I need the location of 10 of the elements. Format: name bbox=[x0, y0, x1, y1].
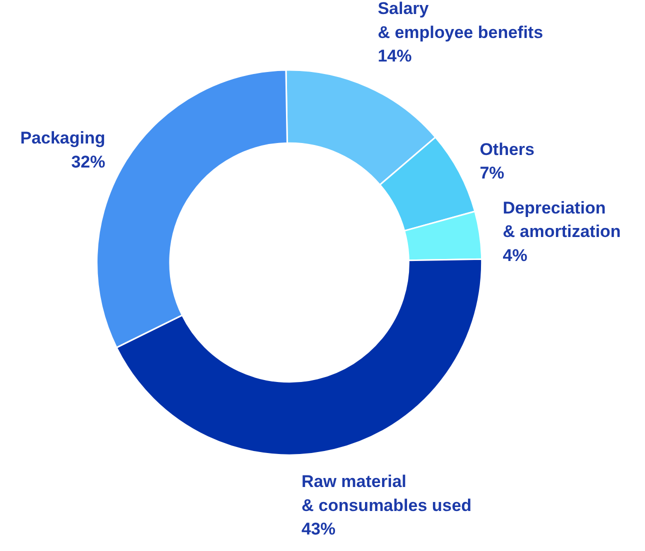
data-label: 32% bbox=[71, 152, 106, 172]
slice-label: Depreciation & amortization bbox=[502, 198, 621, 242]
slice-label: Others bbox=[480, 140, 535, 159]
slice-label: Raw material & consumables used bbox=[302, 472, 472, 515]
data-label: 14% bbox=[378, 46, 412, 66]
slice-label: Salary & employee benefits bbox=[378, 0, 544, 42]
data-label: 4% bbox=[502, 246, 528, 265]
data-label: 7% bbox=[480, 164, 504, 183]
slice-label: Packaging bbox=[20, 128, 106, 148]
data-label: 43% bbox=[302, 520, 336, 539]
